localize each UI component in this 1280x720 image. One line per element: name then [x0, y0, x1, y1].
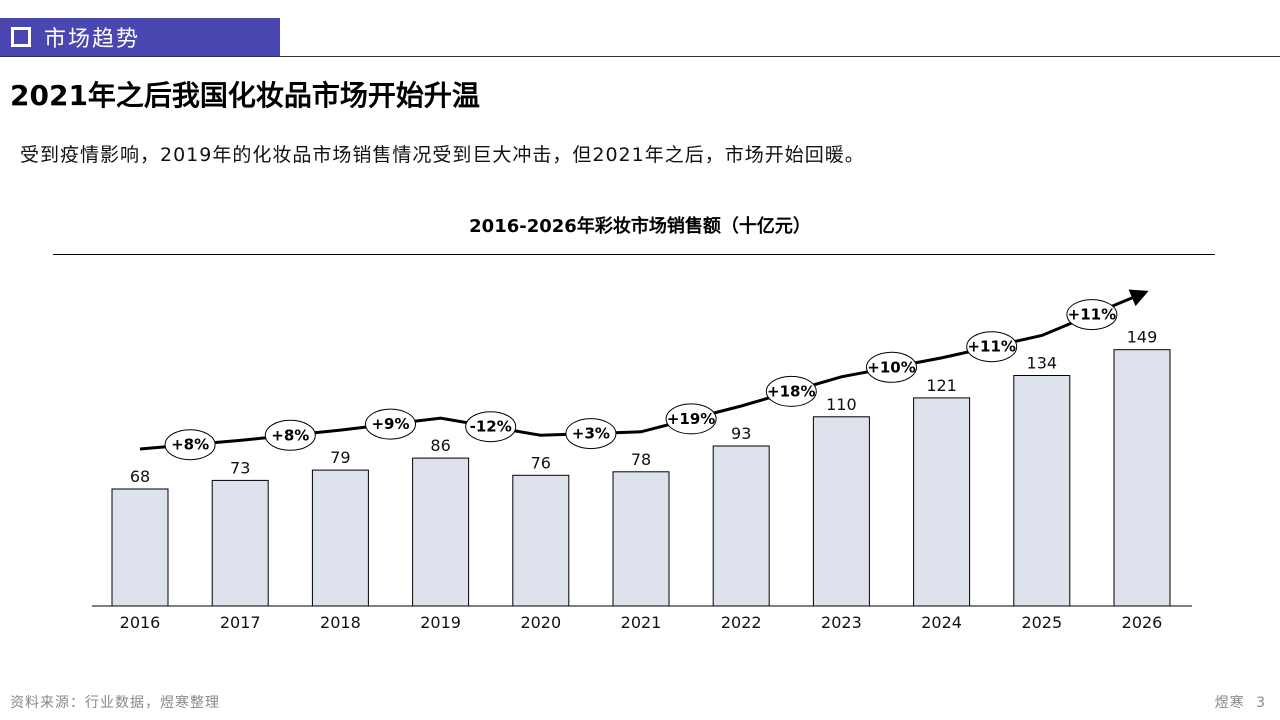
x-tick-2025: 2025	[1021, 613, 1062, 632]
page-subtitle: 受到疫情影响，2019年的化妆品市场销售情况受到巨大冲击，但2021年之后，市场…	[20, 144, 865, 166]
data-label-2017: 73	[230, 458, 250, 477]
page-title: 2021年之后我国化妆品市场开始升温	[10, 79, 480, 112]
chart-title-rule	[53, 254, 1215, 255]
square-icon	[11, 27, 31, 47]
bar-2025	[1013, 375, 1071, 607]
data-label-2018: 79	[330, 448, 350, 467]
x-tick-2022: 2022	[721, 613, 762, 632]
bar-2026	[1113, 349, 1171, 607]
x-tick-2024: 2024	[921, 613, 962, 632]
growth-label-4: -12%	[470, 418, 512, 436]
growth-bubble-4	[465, 411, 517, 443]
footer-brand: 煜寒	[1214, 695, 1245, 711]
x-tick-2020: 2020	[520, 613, 561, 632]
growth-bubble-9	[966, 331, 1018, 363]
data-label-2022: 93	[731, 424, 751, 443]
growth-label-1: +8%	[171, 436, 209, 454]
bar-2019	[412, 457, 470, 607]
growth-bubble-7	[765, 375, 817, 407]
growth-bubble-6	[665, 403, 717, 435]
data-label-2025: 134	[1027, 354, 1058, 373]
chart-title: 2016-2026年彩妆市场销售额（十亿元）	[469, 216, 811, 237]
data-label-2023: 110	[826, 395, 857, 414]
bar-2021	[612, 471, 670, 607]
x-tick-2021: 2021	[621, 613, 662, 632]
growth-label-2: +8%	[271, 426, 309, 444]
header-divider	[0, 56, 1280, 57]
growth-label-6: +19%	[667, 410, 715, 428]
data-label-2024: 121	[926, 376, 957, 395]
bar-2022	[712, 445, 770, 607]
data-label-2026: 149	[1127, 328, 1158, 347]
data-label-2020: 76	[531, 453, 551, 472]
x-tick-2018: 2018	[320, 613, 361, 632]
growth-bubble-3	[365, 408, 416, 440]
growth-label-8: +10%	[867, 358, 915, 376]
x-tick-2026: 2026	[1122, 613, 1163, 632]
bar-2023	[812, 416, 870, 607]
bar-2024	[913, 397, 971, 607]
growth-bubble-10	[1066, 299, 1118, 331]
growth-bubble-2	[264, 419, 316, 451]
bar-2020	[512, 474, 570, 607]
source-note: 资料来源：行业数据，煜寒整理	[10, 695, 220, 711]
growth-label-10: +11%	[1068, 306, 1116, 324]
x-tick-2019: 2019	[420, 613, 461, 632]
growth-label-5: +3%	[572, 425, 610, 443]
section-label: 市场趋势	[44, 27, 141, 52]
bar-2017	[211, 479, 269, 607]
section-tab: 市场趋势	[0, 18, 280, 56]
growth-label-9: +11%	[967, 338, 1015, 356]
growth-bubble-8	[866, 351, 917, 383]
growth-bubble-5	[565, 418, 617, 450]
page-number: 3	[1256, 695, 1266, 711]
growth-label-3: +9%	[371, 415, 409, 433]
bar-2018	[311, 469, 369, 607]
data-label-2021: 78	[631, 450, 651, 469]
x-tick-2023: 2023	[821, 613, 862, 632]
page-footer: 煜寒 3	[1209, 692, 1266, 712]
x-tick-2016: 2016	[120, 613, 161, 632]
data-label-2019: 86	[430, 436, 450, 455]
x-tick-2017: 2017	[220, 613, 261, 632]
growth-bubble-1	[164, 429, 216, 461]
growth-label-7: +18%	[767, 382, 815, 400]
data-label-2016: 68	[130, 467, 150, 486]
bar-2016	[111, 488, 169, 607]
